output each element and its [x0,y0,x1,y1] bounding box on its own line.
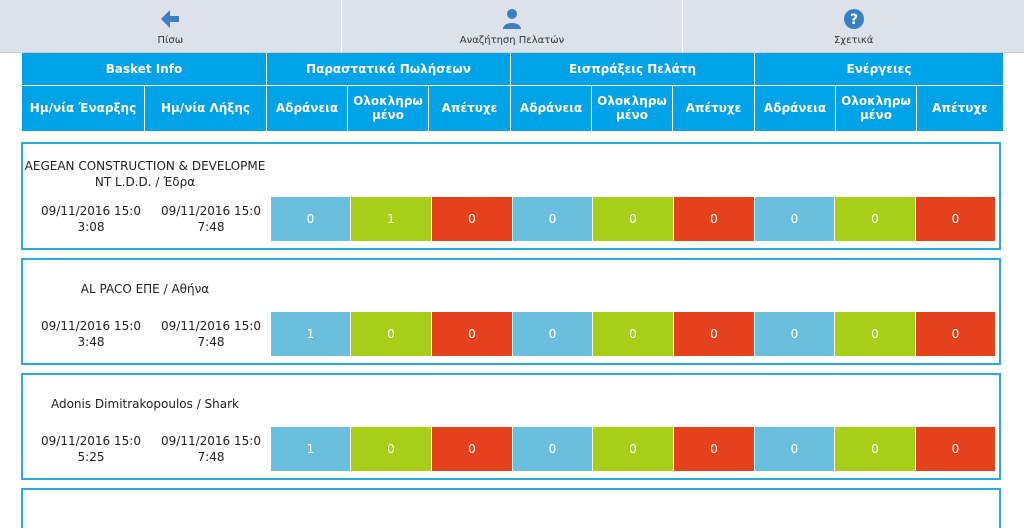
back-label: Πίσω [157,34,184,46]
header-receipts-idle: Αδράνεια [519,101,583,115]
question-icon: ? [842,7,866,31]
sales-idle-count[interactable]: 0 [271,197,350,241]
sales-completed-count[interactable]: 0 [351,312,431,356]
actions-failed-count[interactable]: 0 [916,427,995,471]
header-actions-completed: Ολοκληρωμένο [841,94,911,122]
actions-failed-count[interactable]: 0 [916,197,995,241]
header-receipts-failed: Απέτυχε [685,101,742,115]
header-actions-idle: Αδράνεια [763,101,827,115]
receipts-failed-count[interactable]: 0 [674,312,754,356]
customer-search-button[interactable]: Αναζήτηση Πελατών [342,0,684,52]
sales-idle-count[interactable]: 1 [271,427,350,471]
actions-idle-count[interactable]: 0 [755,427,834,471]
header-receipts-completed: Ολοκληρωμένο [597,94,667,122]
row-customer: AL PACO ΕΠΕ / Αθήνα [80,282,210,296]
group-basket-info: Basket Info [22,53,266,86]
header-sales-failed: Απέτυχε [441,101,498,115]
sales-completed-count[interactable]: 1 [351,197,431,241]
receipts-completed-count[interactable]: 0 [593,312,673,356]
receipts-completed-count[interactable]: 0 [593,197,673,241]
toolbar: Πίσω Αναζήτηση Πελατών ? Σχετικά [0,0,1024,53]
table-row[interactable]: AL PACO ΕΠΕ / Αθήνα 09/11/2016 15:0 3:48 … [21,258,1001,365]
row-end-date: 09/11/2016 15:0 7:48 [161,319,261,349]
user-icon [500,7,524,31]
sales-completed-count[interactable]: 0 [351,427,431,471]
sales-idle-count[interactable]: 1 [271,312,350,356]
receipts-idle-count[interactable]: 0 [513,427,592,471]
arrow-left-icon [158,7,182,31]
header-sales-idle: Αδράνεια [275,101,339,115]
row-start-date: 09/11/2016 15:0 3:08 [41,204,141,234]
row-customer: AEGEAN CONSTRUCTION & DEVELOPME NT L.D.D… [24,159,266,189]
row-customer: Adonis Dimitrakopoulos / Shark [50,397,240,411]
group-customer-receipts: Εισπράξεις Πελάτη [511,53,754,86]
header-actions-failed: Απέτυχε [932,101,988,115]
sales-failed-count[interactable]: 0 [432,427,512,471]
group-sales-documents: Παραστατικά Πωλήσεων [267,53,510,86]
svg-text:?: ? [850,12,858,28]
table-row[interactable]: Adonis Dimitrakopoulos / Shark 09/11/201… [21,373,1001,480]
table-header: Basket Info Παραστατικά Πωλήσεων Εισπράξ… [22,53,1003,131]
sales-failed-count[interactable]: 0 [432,312,512,356]
about-label: Σχετικά [833,34,874,46]
receipts-failed-count[interactable]: 0 [674,197,754,241]
sales-failed-count[interactable]: 0 [432,197,512,241]
header-end-date: Ημ/νία Λήξης [160,101,251,115]
group-actions: Ενέργειες [755,53,1003,86]
receipts-failed-count[interactable]: 0 [674,427,754,471]
header-sales-completed: Ολοκληρωμένο [353,94,423,122]
receipts-idle-count[interactable]: 0 [513,197,592,241]
header-start-date: Ημ/νία Έναρξης [29,101,137,115]
about-button[interactable]: ? Σχετικά [683,0,1024,52]
actions-completed-count[interactable]: 0 [835,427,915,471]
actions-completed-count[interactable]: 0 [835,197,915,241]
row-end-date: 09/11/2016 15:0 7:48 [161,434,261,464]
actions-failed-count[interactable]: 0 [916,312,995,356]
table-row[interactable] [21,488,1001,528]
table-row[interactable]: AEGEAN CONSTRUCTION & DEVELOPME NT L.D.D… [21,142,1001,250]
actions-idle-count[interactable]: 0 [755,197,834,241]
customer-search-label: Αναζήτηση Πελατών [459,34,565,46]
receipts-idle-count[interactable]: 0 [513,312,592,356]
back-button[interactable]: Πίσω [0,0,342,52]
receipts-completed-count[interactable]: 0 [593,427,673,471]
row-start-date: 09/11/2016 15:0 3:48 [41,319,141,349]
row-start-date: 09/11/2016 15:0 5:25 [41,434,141,464]
actions-completed-count[interactable]: 0 [835,312,915,356]
actions-idle-count[interactable]: 0 [755,312,834,356]
row-end-date: 09/11/2016 15:0 7:48 [161,204,261,234]
